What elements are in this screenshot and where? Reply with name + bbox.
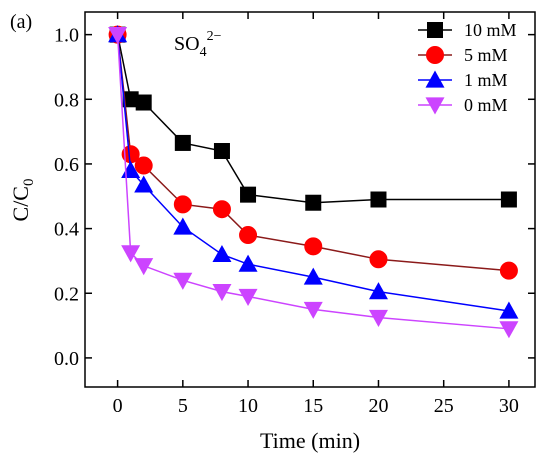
legend-label-1: 5 mM xyxy=(464,45,508,65)
legend-marker-2 xyxy=(425,70,445,88)
panel-label: (a) xyxy=(10,11,32,33)
series-0 xyxy=(109,26,517,211)
series-0-point-2 xyxy=(135,94,152,111)
y-axis-title-sub: 0 xyxy=(21,179,37,187)
x-tick-label-1: 5 xyxy=(178,395,188,417)
series-0-point-7 xyxy=(370,191,387,208)
y-tick-label-0: 0.0 xyxy=(54,348,79,370)
legend-marker-3 xyxy=(425,97,445,115)
series-0-point-8 xyxy=(500,191,517,208)
x-axis-title: Time (min) xyxy=(260,428,360,453)
series-3-point-2 xyxy=(134,258,154,276)
series-0-point-6 xyxy=(305,194,322,211)
annotation-sub: 4 xyxy=(200,45,207,60)
x-tick-label-3: 15 xyxy=(303,395,323,417)
series-3-point-3 xyxy=(173,272,193,290)
series-3-point-6 xyxy=(303,301,323,319)
series-layer xyxy=(108,25,519,339)
y-axis-title: C/C0 xyxy=(8,179,37,222)
y-tick-label-1: 0.2 xyxy=(54,283,79,305)
series-0-point-3 xyxy=(174,134,191,151)
series-1-point-2 xyxy=(134,156,153,175)
series-1 xyxy=(108,25,518,280)
series-line-0 xyxy=(116,34,509,204)
legend-marker-1 xyxy=(426,46,444,64)
x-tick-label-6: 30 xyxy=(499,395,519,417)
y-tick-label-5: 1.0 xyxy=(54,25,79,47)
series-line-1 xyxy=(116,34,509,272)
series-2-point-3 xyxy=(173,217,193,235)
sulfate-annotation: SO42− xyxy=(174,29,222,60)
x-tick-label-5: 25 xyxy=(434,395,454,417)
series-0-point-1 xyxy=(122,91,139,108)
legend-label-3: 0 mM xyxy=(464,95,508,115)
series-3-point-1 xyxy=(121,245,141,263)
series-1-point-4 xyxy=(212,200,231,219)
y-tick-label-4: 0.8 xyxy=(54,89,79,111)
series-2-point-8 xyxy=(499,301,519,319)
series-3-point-5 xyxy=(238,288,258,306)
series-1-point-6 xyxy=(304,237,323,256)
x-tick-label-2: 10 xyxy=(238,395,258,417)
series-1-point-3 xyxy=(173,195,192,214)
series-3-point-8 xyxy=(499,321,519,339)
series-2-point-2 xyxy=(134,175,154,193)
series-3 xyxy=(108,27,519,339)
x-tick-label-0: 0 xyxy=(113,395,123,417)
annotation-base: SO xyxy=(174,33,200,55)
series-0-point-4 xyxy=(213,143,230,160)
legend-marker-0 xyxy=(427,22,443,38)
plot-frame xyxy=(84,11,536,388)
series-2 xyxy=(108,25,519,319)
series-2-point-5 xyxy=(238,254,258,272)
y-tick-label-2: 0.4 xyxy=(54,219,79,241)
x-tick-label-4: 20 xyxy=(368,395,388,417)
series-2-point-6 xyxy=(303,267,323,285)
y-tick-label-3: 0.6 xyxy=(54,154,79,176)
series-2-point-7 xyxy=(368,282,388,300)
series-2-point-4 xyxy=(212,244,232,263)
annotation-sup: 2− xyxy=(207,29,222,44)
axis-ticks: 0 5 10 15 20 25 30 0.0 0.2 0.4 0.6 0.8 1.0 xyxy=(54,12,535,417)
series-3-point-4 xyxy=(212,284,232,302)
series-3-point-7 xyxy=(368,309,388,327)
series-1-point-5 xyxy=(239,226,258,245)
series-1-point-8 xyxy=(499,261,518,280)
series-0-point-5 xyxy=(240,186,257,203)
svg-text:SO42−: SO42− xyxy=(174,29,222,60)
legend-label-2: 1 mM xyxy=(464,70,508,90)
legend-label-0: 10 mM xyxy=(464,20,517,40)
series-1-point-7 xyxy=(369,250,388,269)
legend: 10 mM 5 mM 1 mM 0 mM xyxy=(418,20,517,115)
series-3-point-0 xyxy=(108,27,128,45)
y-axis-title-base: C/C xyxy=(8,186,33,221)
